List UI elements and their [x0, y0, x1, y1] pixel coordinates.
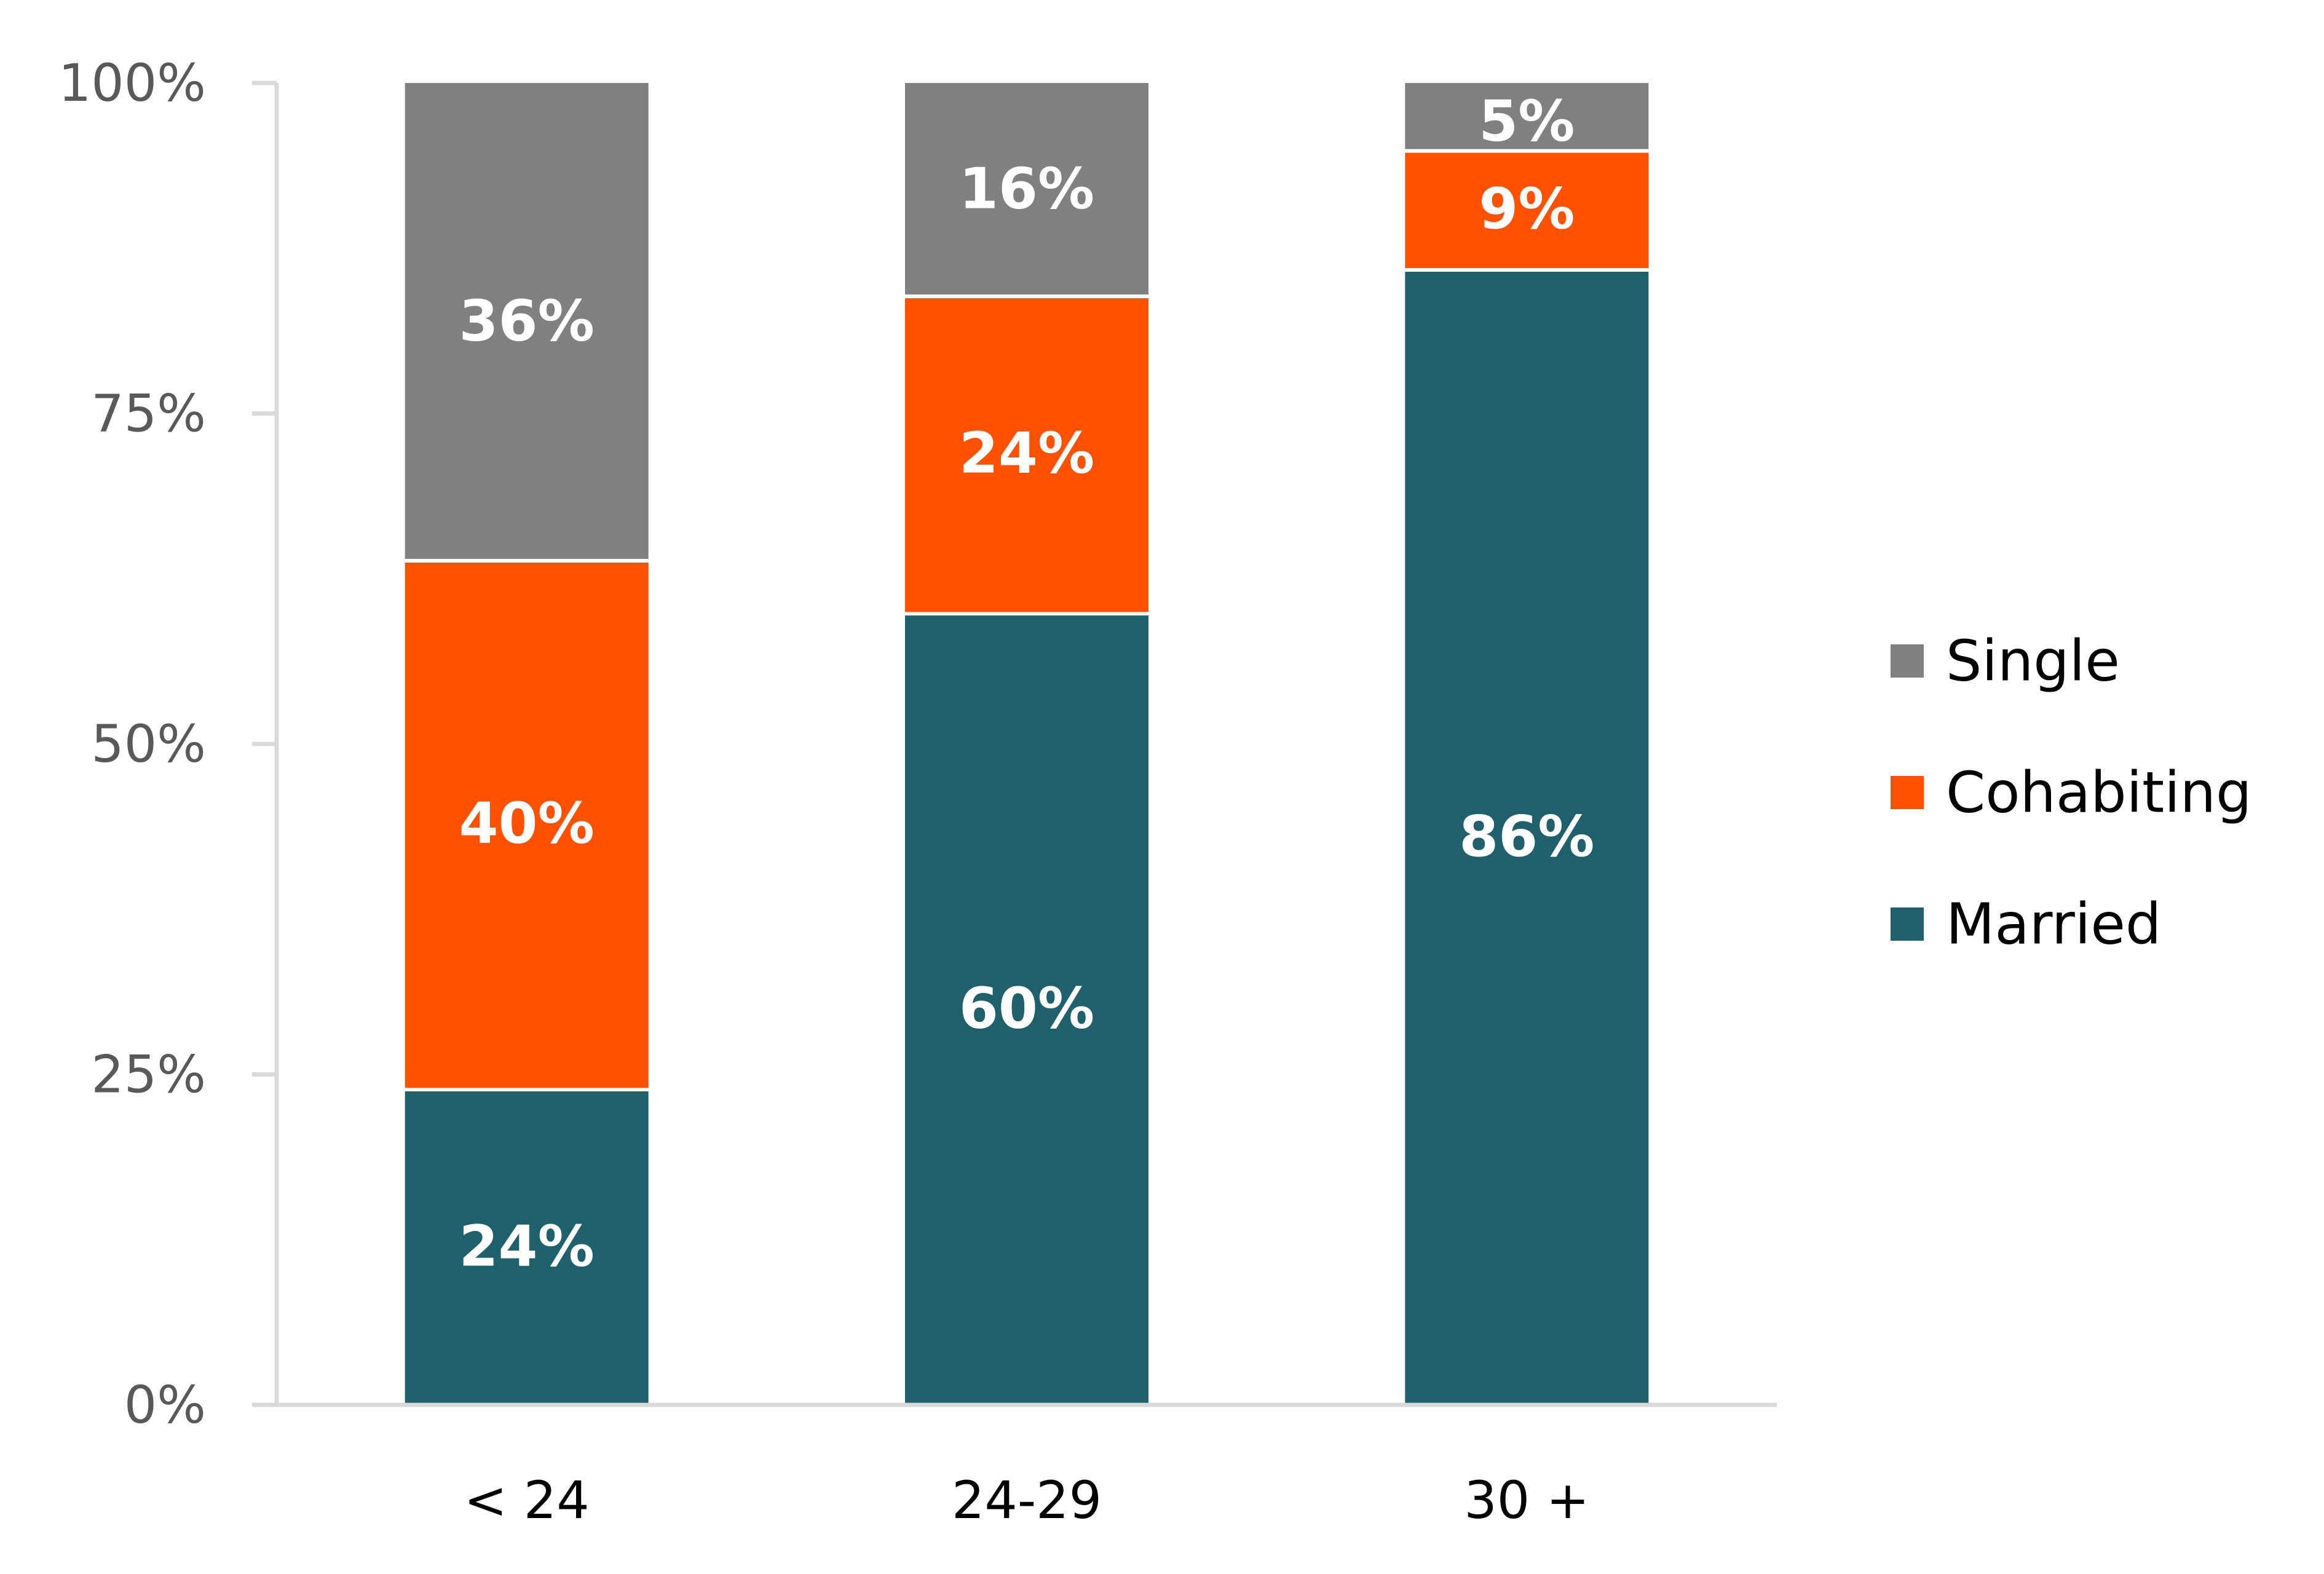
data-labels: 24% 40% 36% 60% 24% 16% 86% 9% 5%	[459, 88, 1595, 1279]
bar-segment	[405, 83, 649, 559]
y-tick-label: 0%	[124, 1375, 206, 1435]
legend-swatch	[1891, 644, 1924, 678]
bar-segment	[405, 1091, 649, 1405]
data-label: 36%	[459, 288, 595, 354]
bar-segment	[905, 298, 1148, 612]
bar-segment	[905, 83, 1148, 295]
axes	[252, 83, 1777, 1407]
y-axis-ticks: 0% 25% 50% 75% 100%	[58, 53, 277, 1435]
data-label: 16%	[959, 156, 1094, 222]
bar-segment	[905, 615, 1148, 1405]
x-tick-label: 24-29	[952, 1470, 1102, 1530]
bar-segment	[405, 563, 649, 1088]
x-tick-label: < 24	[464, 1470, 590, 1530]
y-tick-label: 75%	[91, 384, 206, 444]
legend-label: Single	[1946, 628, 2120, 694]
x-tick-label: 30 +	[1464, 1470, 1589, 1530]
bars	[405, 83, 1649, 1405]
bar-segment	[1405, 272, 1649, 1405]
legend-swatch	[1891, 908, 1924, 941]
data-label: 24%	[459, 1214, 595, 1279]
legend: Single Cohabiting Married	[1891, 628, 2252, 957]
y-tick-label: 25%	[91, 1045, 206, 1105]
y-tick-label: 50%	[91, 714, 206, 774]
data-label: 9%	[1479, 176, 1575, 242]
legend-swatch	[1891, 776, 1924, 809]
x-axis-labels: < 24 24-29 30 +	[464, 1470, 1590, 1530]
data-label: 5%	[1479, 88, 1575, 154]
bar-segment	[1405, 83, 1649, 149]
legend-label: Married	[1946, 892, 2161, 957]
y-tick-label: 100%	[58, 53, 206, 113]
bar-segment	[1405, 152, 1649, 268]
data-label: 24%	[959, 421, 1094, 486]
data-label: 86%	[1459, 804, 1594, 869]
data-label: 60%	[959, 976, 1094, 1042]
legend-label: Cohabiting	[1946, 760, 2252, 826]
data-label: 40%	[459, 791, 595, 856]
